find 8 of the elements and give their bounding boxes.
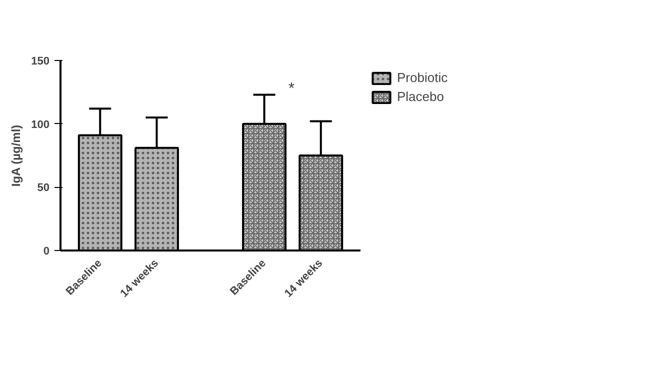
legend-label: Placebo [397,89,444,104]
annotation: * [288,80,295,98]
y-tick-label: 100 [31,118,50,131]
y-tick-label: 0 [43,246,50,258]
legend-label: Probiotic [397,70,448,85]
y-tick-label: 50 [37,182,50,194]
y-axis-title: IgA (µg/ml) [9,124,24,187]
y-tick-label: 150 [31,56,50,68]
